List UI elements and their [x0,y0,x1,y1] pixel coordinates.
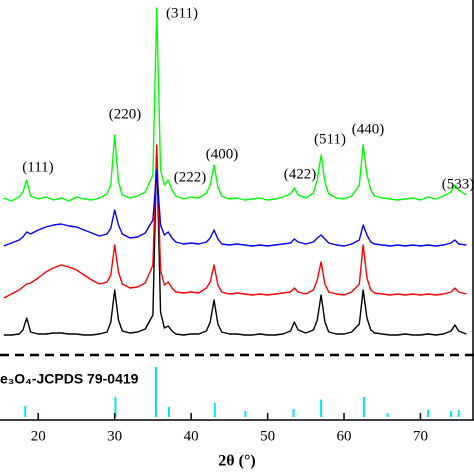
x-tick-label: 40 [184,428,199,444]
peak-label: (511) [314,131,346,147]
peak-label: (400) [206,146,239,162]
x-tick-label: 30 [107,428,122,444]
x-axis-label: 2θ (°) [218,453,255,470]
spectrum-line [3,144,467,299]
spectrum-line [3,149,467,336]
peak-label: (311) [166,5,198,21]
spectrum-line [3,7,467,202]
reference-label: e₃O₄-JCPDS 79-0419 [0,371,139,387]
x-tick-label: 60 [337,428,352,444]
peak-label: (111) [22,159,53,175]
x-tick-label: 50 [260,428,275,444]
x-tick-label: 70 [413,428,428,444]
peak-label: (422) [284,166,317,182]
peak-label: (220) [109,106,142,122]
peak-label: (533) [442,176,474,192]
peak-label: (440) [352,121,385,137]
spectrum-line [3,169,467,247]
peak-label: (222) [174,169,207,185]
x-tick-label: 20 [31,428,46,444]
